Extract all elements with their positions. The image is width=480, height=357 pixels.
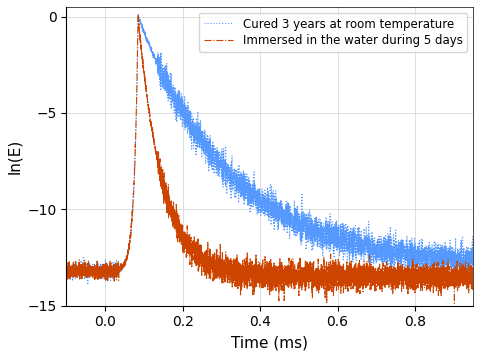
Y-axis label: ln(E): ln(E) [7, 139, 22, 174]
Immersed in the water during 5 days [138, 39, 144, 44]
Cured 3 years at room temperature [135, 12, 141, 17]
Cured 3 years at room temperature [328, 229, 334, 233]
Cured 3 years at room temperature [308, 228, 313, 232]
Immersed in the water during 5 days [219, 257, 225, 262]
Immersed in the water during 5 days [328, 287, 334, 292]
X-axis label: Time (ms): Time (ms) [231, 335, 308, 350]
Immersed in the water during 5 days [135, 12, 141, 17]
Line: Cured 3 years at room temperature: Cured 3 years at room temperature [66, 15, 473, 284]
Cured 3 years at room temperature [452, 282, 458, 286]
Immersed in the water during 5 days [308, 261, 313, 265]
Line: Immersed in the water during 5 days: Immersed in the water during 5 days [66, 15, 473, 303]
Cured 3 years at room temperature [398, 257, 404, 261]
Immersed in the water during 5 days [470, 270, 476, 275]
Cured 3 years at room temperature [367, 251, 373, 256]
Immersed in the water during 5 days [367, 276, 373, 280]
Cured 3 years at room temperature [219, 147, 225, 151]
Cured 3 years at room temperature [470, 265, 476, 269]
Cured 3 years at room temperature [63, 267, 69, 271]
Immersed in the water during 5 days [63, 271, 69, 275]
Legend: Cured 3 years at room temperature, Immersed in the water during 5 days: Cured 3 years at room temperature, Immer… [199, 13, 467, 52]
Immersed in the water during 5 days [452, 301, 457, 306]
Cured 3 years at room temperature [138, 17, 144, 21]
Immersed in the water during 5 days [398, 271, 404, 275]
